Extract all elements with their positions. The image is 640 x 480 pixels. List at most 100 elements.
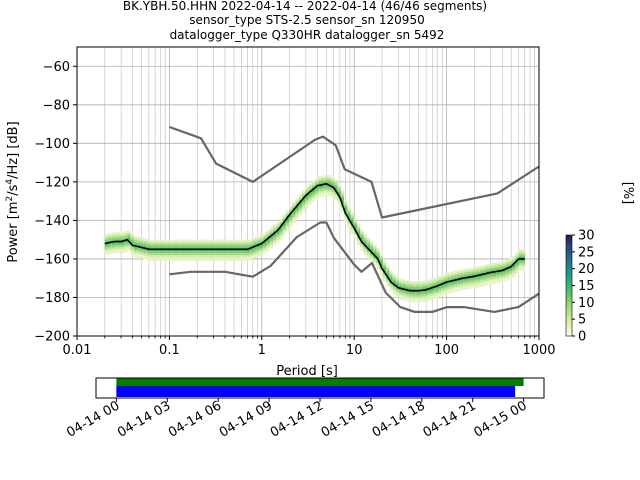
heatmap-cell xyxy=(137,254,141,257)
heatmap-cell xyxy=(522,266,526,269)
heatmap-cell xyxy=(331,178,335,181)
heatmap-cell xyxy=(311,194,316,197)
heatmap-cell xyxy=(460,272,464,275)
heatmap-cell xyxy=(347,216,351,219)
heatmap-cell xyxy=(389,270,393,272)
heatmap-cell xyxy=(276,227,280,230)
heatmap-cell xyxy=(266,245,270,248)
heatmap-cell xyxy=(311,186,316,189)
heatmap-cell xyxy=(146,244,151,247)
heatmap-cell xyxy=(421,299,425,302)
heatmap-cell xyxy=(140,256,144,259)
heatmap-cell xyxy=(117,237,121,240)
heatmap-cell xyxy=(518,260,523,263)
heatmap-cell xyxy=(276,239,280,242)
heatmap-cell xyxy=(237,247,241,250)
heatmap-cell xyxy=(153,241,157,244)
heatmap-cell xyxy=(198,243,202,246)
heatmap-cell xyxy=(130,249,134,252)
heatmap-cell xyxy=(434,281,438,284)
heatmap-cell xyxy=(269,246,273,249)
heatmap-cell xyxy=(370,256,374,259)
heatmap-cell xyxy=(434,283,438,285)
heatmap-cell xyxy=(447,287,451,290)
heatmap-cell xyxy=(201,243,206,246)
heatmap-cell xyxy=(240,243,244,246)
heatmap-cell xyxy=(169,249,173,252)
heatmap-cell xyxy=(179,239,183,242)
heatmap-cell xyxy=(276,237,280,240)
heatmap-cell xyxy=(143,242,147,245)
heatmap-cell xyxy=(447,281,451,284)
colorbar-tick-label: 10 xyxy=(578,296,595,311)
heatmap-cell xyxy=(230,258,235,261)
heatmap-cell xyxy=(402,296,406,299)
heatmap-cell xyxy=(243,247,248,250)
heatmap-cell xyxy=(492,275,497,278)
heatmap-cell xyxy=(130,239,134,242)
heatmap-cell xyxy=(457,289,461,292)
heatmap-cell xyxy=(175,245,180,248)
heatmap-cell xyxy=(389,285,393,288)
heatmap-cell xyxy=(120,235,125,238)
heatmap-cell xyxy=(370,244,374,247)
heatmap-cell xyxy=(260,246,264,249)
heatmap-cell xyxy=(324,184,328,187)
heatmap-cell xyxy=(201,258,206,261)
timeline-bars xyxy=(116,378,524,397)
heatmap-cell xyxy=(153,243,157,246)
x-tick-label: 100 xyxy=(434,343,459,358)
heatmap-cell xyxy=(302,192,306,195)
heatmap-cell xyxy=(353,231,358,234)
heatmap-cell xyxy=(133,255,138,258)
heatmap-cell xyxy=(250,253,254,256)
heatmap-cell xyxy=(224,255,228,258)
heatmap-cell xyxy=(163,255,167,258)
heatmap-cell xyxy=(315,180,319,182)
heatmap-cell xyxy=(441,286,445,289)
y-axis-ticks: −200 −180 −160 −140 −120 −100 −80 −60 xyxy=(34,60,77,345)
heatmap-cell xyxy=(496,273,500,276)
heatmap-cell xyxy=(166,253,170,256)
heatmap-cell xyxy=(133,239,138,242)
heatmap-cell xyxy=(111,242,115,245)
heatmap-cell xyxy=(499,278,503,281)
heatmap-cell xyxy=(227,255,231,258)
heatmap-cell xyxy=(434,279,438,282)
heatmap-cell xyxy=(505,274,510,277)
heatmap-cell xyxy=(179,255,183,258)
heatmap-cell xyxy=(522,253,526,256)
heatmap-cell xyxy=(499,265,503,268)
heatmap-cell xyxy=(234,253,238,256)
heatmap-cell xyxy=(117,245,121,248)
heatmap-cell xyxy=(285,213,290,216)
heatmap-cell xyxy=(470,269,474,272)
heatmap-cell xyxy=(386,270,390,273)
heatmap-cell xyxy=(421,282,425,285)
heatmap-cell xyxy=(463,285,468,288)
heatmap-cell xyxy=(247,239,251,242)
heatmap-cell xyxy=(522,251,526,254)
title-line-2: sensor_type STS-2.5 sensor_sn 120950 xyxy=(189,13,424,27)
heatmap-cell xyxy=(133,243,138,246)
heatmap-cell xyxy=(496,261,500,264)
heatmap-cell xyxy=(353,223,358,226)
heatmap-cell xyxy=(476,285,480,288)
heatmap-cell xyxy=(412,281,416,284)
heatmap-cell xyxy=(156,243,160,246)
heatmap-cell xyxy=(279,220,283,223)
heatmap-cell xyxy=(473,278,477,281)
heatmap-cell xyxy=(408,286,413,289)
heatmap-cell xyxy=(292,219,296,221)
heatmap-cell xyxy=(198,249,202,252)
heatmap-cell xyxy=(159,247,164,250)
heatmap-cell xyxy=(146,254,151,257)
heatmap-cell xyxy=(382,260,387,263)
heatmap-cell xyxy=(363,247,367,250)
heatmap-cell xyxy=(467,271,471,274)
heatmap-cell xyxy=(205,253,209,256)
heatmap-cell xyxy=(279,237,283,240)
heatmap-cell xyxy=(285,229,290,232)
heatmap-cell xyxy=(224,258,228,261)
heatmap-cell xyxy=(379,263,383,266)
